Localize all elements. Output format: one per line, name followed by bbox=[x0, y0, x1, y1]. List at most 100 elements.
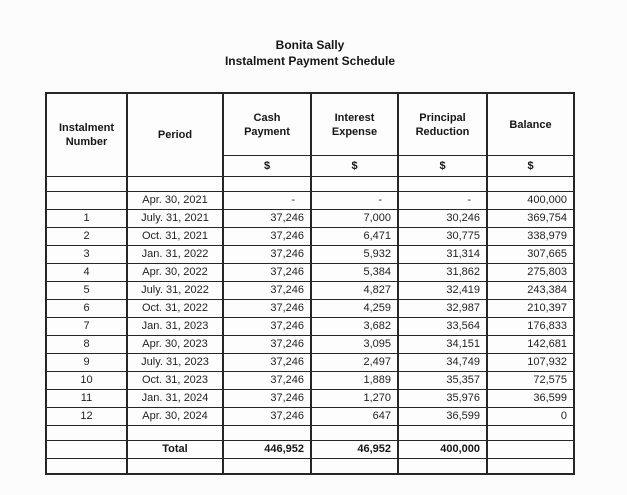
table-row: 12 Apr. 30, 2024 37,246 647 36,599 0 bbox=[45, 407, 575, 426]
total-cash-payment: 446,952 bbox=[222, 440, 312, 459]
total-principal-reduction: 400,000 bbox=[397, 440, 488, 459]
instalment-schedule-table: Instalment Number Period Cash Payment In… bbox=[45, 92, 575, 475]
cell-period: Apr. 30, 2021 bbox=[126, 191, 224, 210]
cell-cash-payment: 37,246 bbox=[222, 209, 312, 228]
empty-cell bbox=[222, 176, 312, 192]
cell-cash-payment: 37,246 bbox=[222, 245, 312, 264]
cell-balance: 275,803 bbox=[486, 263, 575, 282]
empty-cell bbox=[126, 458, 224, 475]
table-row: 5 July. 31, 2022 37,246 4,827 32,419 243,384 bbox=[45, 281, 575, 300]
cell-cash-payment: 37,246 bbox=[222, 299, 312, 318]
cell-balance: 243,384 bbox=[486, 281, 575, 300]
cell-instalment-number: 4 bbox=[45, 263, 128, 282]
table-row: 4 Apr. 30, 2022 37,246 5,384 31,862 275,803 bbox=[45, 263, 575, 282]
cell-instalment-number bbox=[45, 191, 128, 210]
header-row: Instalment Number Period Cash Payment In… bbox=[45, 92, 575, 177]
table-header: Instalment Number Period Cash Payment In… bbox=[45, 92, 575, 177]
cell-instalment-number: 3 bbox=[45, 245, 128, 264]
cell-period: Apr. 30, 2024 bbox=[126, 407, 224, 426]
table-row: 7 Jan. 31, 2023 37,246 3,682 33,564 176,833 bbox=[45, 317, 575, 336]
empty-cell bbox=[126, 176, 224, 192]
table-row: 6 Oct. 31, 2022 37,246 4,259 32,987 210,397 bbox=[45, 299, 575, 318]
column-header-interest-expense: Interest Expense bbox=[310, 92, 399, 156]
cell-cash-payment: 37,246 bbox=[222, 389, 312, 408]
empty-cell bbox=[397, 458, 488, 475]
cell-interest-expense: 4,259 bbox=[310, 299, 399, 318]
cell-period: Apr. 30, 2022 bbox=[126, 263, 224, 282]
cell-cash-payment: 37,246 bbox=[222, 227, 312, 246]
cell-instalment-number: 9 bbox=[45, 353, 128, 372]
empty-cell bbox=[486, 440, 575, 459]
empty-cell bbox=[222, 425, 312, 441]
cell-principal-reduction: 36,599 bbox=[397, 407, 488, 426]
cell-principal-reduction: 32,987 bbox=[397, 299, 488, 318]
cell-balance: 210,397 bbox=[486, 299, 575, 318]
spacer-row bbox=[45, 425, 575, 441]
cell-instalment-number: 5 bbox=[45, 281, 128, 300]
cell-balance: 107,932 bbox=[486, 353, 575, 372]
currency-row: $ $ $ $ bbox=[46, 155, 575, 177]
cell-instalment-number: 11 bbox=[45, 389, 128, 408]
cell-cash-payment: 37,246 bbox=[222, 407, 312, 426]
cell-principal-reduction: 34,749 bbox=[397, 353, 488, 372]
cell-balance: 36,599 bbox=[486, 389, 575, 408]
spacer-row bbox=[45, 176, 575, 192]
cell-interest-expense: 3,095 bbox=[310, 335, 399, 354]
cell-cash-payment: 37,246 bbox=[222, 317, 312, 336]
empty-cell bbox=[45, 440, 128, 459]
empty-cell bbox=[397, 425, 488, 441]
table-body: Apr. 30, 2021- - -400,000 1 July. 31, 2021 37… bbox=[45, 191, 575, 426]
empty-cell bbox=[310, 176, 399, 192]
column-header-balance: Balance bbox=[486, 92, 575, 156]
cell-instalment-number: 10 bbox=[45, 371, 128, 390]
empty-cell bbox=[486, 458, 575, 475]
column-header-cash-payment: Cash Payment bbox=[222, 92, 312, 156]
cell-interest-expense: 2,497 bbox=[310, 353, 399, 372]
empty-cell bbox=[45, 458, 128, 475]
empty-cell bbox=[126, 425, 224, 441]
cell-balance: 307,665 bbox=[486, 245, 575, 264]
cell-interest-expense: 6,471 bbox=[310, 227, 399, 246]
cell-instalment-number: 6 bbox=[45, 299, 128, 318]
total-interest-expense: 46,952 bbox=[310, 440, 399, 459]
cell-balance: 72,575 bbox=[486, 371, 575, 390]
cell-instalment-number: 2 bbox=[45, 227, 128, 246]
table-row: Apr. 30, 2021- - -400,000 bbox=[45, 191, 575, 210]
cell-period: Jan. 31, 2022 bbox=[126, 245, 224, 264]
total-row: Total 446,952 46,952 400,000 bbox=[45, 440, 575, 459]
cell-principal-reduction: 34,151 bbox=[397, 335, 488, 354]
cell-instalment-number: 7 bbox=[45, 317, 128, 336]
currency-header-interest-expense: $ bbox=[310, 155, 399, 177]
cell-principal-reduction: 31,314 bbox=[397, 245, 488, 264]
cell-balance: 0 bbox=[486, 407, 575, 426]
empty-cell bbox=[45, 425, 128, 441]
schedule-sheet: Instalment Number Period Cash Payment In… bbox=[45, 92, 575, 475]
cell-balance: 369,754 bbox=[486, 209, 575, 228]
cell-interest-expense: 5,932 bbox=[310, 245, 399, 264]
total-label: Total bbox=[126, 440, 224, 459]
cell-principal-reduction: - bbox=[397, 191, 488, 210]
empty-cell bbox=[45, 176, 128, 192]
cell-instalment-number: 12 bbox=[45, 407, 128, 426]
cell-interest-expense: - bbox=[310, 191, 399, 210]
column-header-instalment-number: Instalment Number bbox=[45, 92, 128, 177]
table-spacer-top bbox=[45, 176, 575, 192]
currency-header-cash-payment: $ bbox=[222, 155, 312, 177]
cell-interest-expense: 1,270 bbox=[310, 389, 399, 408]
column-header-period: Period bbox=[126, 92, 224, 177]
cell-interest-expense: 3,682 bbox=[310, 317, 399, 336]
table-row: 2 Oct. 31, 2021 37,246 6,471 30,775 338,979 bbox=[45, 227, 575, 246]
cell-principal-reduction: 33,564 bbox=[397, 317, 488, 336]
cell-principal-reduction: 35,976 bbox=[397, 389, 488, 408]
cell-balance: 400,000 bbox=[486, 191, 575, 210]
table-row: 3 Jan. 31, 2022 37,246 5,932 31,314 307,665 bbox=[45, 245, 575, 264]
cell-period: July. 31, 2022 bbox=[126, 281, 224, 300]
cell-balance: 176,833 bbox=[486, 317, 575, 336]
cell-instalment-number: 1 bbox=[45, 209, 128, 228]
currency-header-principal-reduction: $ bbox=[397, 155, 488, 177]
cell-principal-reduction: 31,862 bbox=[397, 263, 488, 282]
cell-instalment-number: 8 bbox=[45, 335, 128, 354]
cell-cash-payment: 37,246 bbox=[222, 335, 312, 354]
cell-principal-reduction: 35,357 bbox=[397, 371, 488, 390]
